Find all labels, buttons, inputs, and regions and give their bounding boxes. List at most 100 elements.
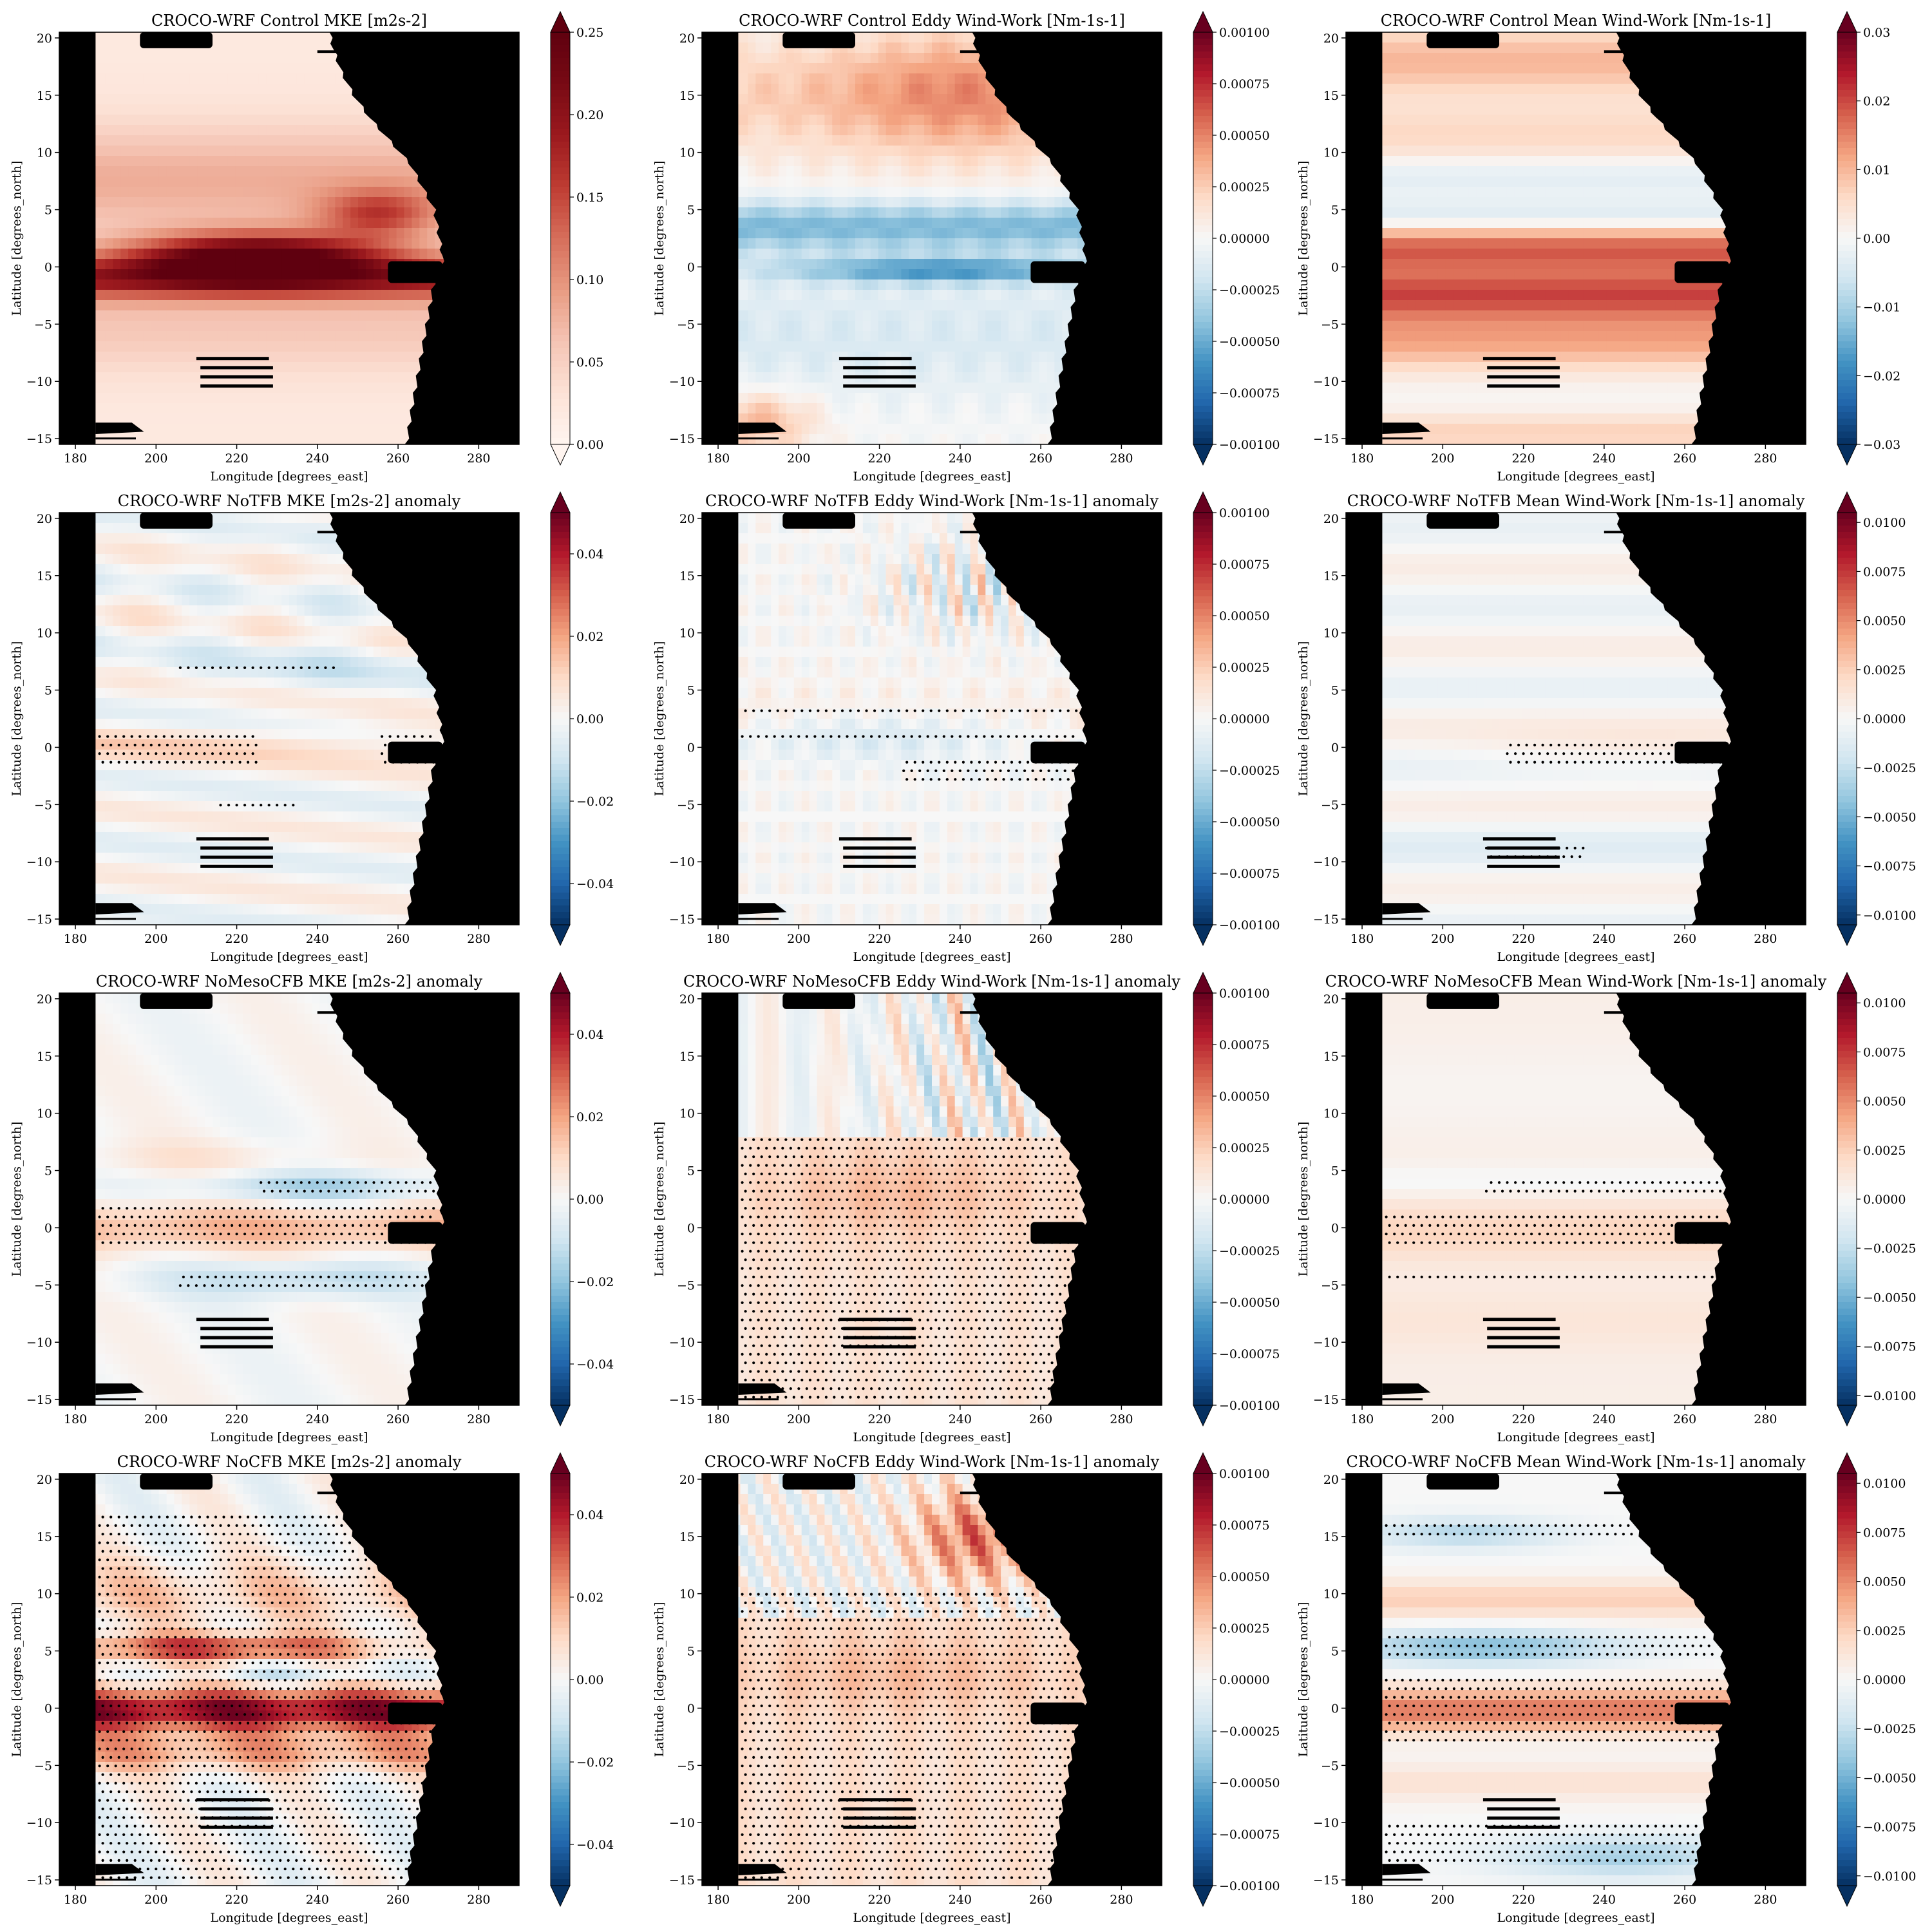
- land-mask: [59, 1473, 519, 1886]
- stippling: [98, 666, 435, 807]
- colorbar-min-extend: [1837, 1885, 1857, 1908]
- colorbar-tick-label: 0.05: [576, 355, 603, 370]
- colorbar-tick-label: 0.00050: [1219, 609, 1270, 623]
- marquesas-mask: [1487, 1816, 1560, 1820]
- x-axis-label: Longitude [degrees_east]: [210, 1430, 368, 1444]
- colorbar-tick-label: 0.00075: [1219, 1038, 1270, 1052]
- y-tick-label: 10: [1323, 146, 1339, 160]
- y-tick-label: 15: [1323, 569, 1339, 583]
- stippling: [741, 1138, 1078, 1399]
- y-tick-label: −15: [1313, 913, 1339, 927]
- x-tick-label: 260: [386, 932, 410, 946]
- marquesas-mask: [200, 864, 273, 868]
- y-tick-label: −15: [26, 1873, 52, 1888]
- colorbar: 0.0100 0.0075 0.0050 0.0025 0.0000 −0.0025 −0.…: [1837, 971, 1916, 1427]
- y-tick-label: −5: [677, 317, 695, 332]
- y-tick-label: −10: [669, 1336, 695, 1350]
- y-axis-label: Latitude [degrees_north]: [10, 1602, 24, 1757]
- x-tick-label: 180: [1350, 1893, 1374, 1907]
- y-axis-label: Latitude [degrees_north]: [1296, 1602, 1311, 1757]
- panel-5: 180 200 220 240 260 280 20 15 10 5 0 −5 −10 −15 CROCO-…: [652, 491, 1280, 964]
- colorbar-tick-label: −0.00100: [1219, 1399, 1280, 1413]
- y-tick-label: −10: [669, 1816, 695, 1830]
- x-tick-label: 260: [386, 451, 410, 466]
- panel-8: 180 200 220 240 260 280 20 15 10 5 0 −5 −10 −15 CROCO-…: [652, 971, 1280, 1444]
- colorbar-tick-label: 0.0025: [1863, 1624, 1906, 1638]
- x-tick-label: 220: [867, 932, 891, 946]
- x-tick-label: 240: [1593, 932, 1616, 946]
- marquesas-mask: [1487, 1825, 1560, 1829]
- y-tick-label: −15: [1313, 1873, 1339, 1888]
- colorbar-max-extend: [1837, 1452, 1857, 1474]
- colorbar-max-extend: [1193, 491, 1213, 513]
- panel-title: CROCO-WRF NoCFB Mean Wind-Work [Nm-1s-1]…: [1346, 1453, 1806, 1471]
- y-tick-label: 5: [1331, 1164, 1339, 1179]
- land-mask: [59, 513, 519, 925]
- colorbar-tick-label: 0.0050: [1863, 1575, 1906, 1589]
- marquesas-mask: [843, 1807, 916, 1811]
- continent-mask: [972, 1473, 1162, 1886]
- galapagos-mask: [1030, 1702, 1085, 1725]
- x-tick-label: 220: [1511, 932, 1535, 946]
- colorbar-tick-label: 0.00100: [1219, 1467, 1270, 1481]
- colorbar-max-extend: [1193, 10, 1213, 33]
- y-axis-label: Latitude [degrees_north]: [652, 641, 667, 797]
- x-tick-label: 200: [144, 451, 167, 466]
- galapagos-mask: [1674, 1702, 1729, 1725]
- y-tick-label: 10: [37, 1587, 52, 1602]
- y-tick-label: −10: [26, 1336, 52, 1350]
- marquesas-mask: [838, 357, 912, 361]
- y-tick-label: 5: [687, 204, 695, 218]
- x-tick-label: 180: [64, 451, 87, 466]
- colorbar-tick-label: −0.0050: [1863, 810, 1916, 824]
- colorbar: 0.03 0.02 0.01 0.00 −0.01 −0.02 −0.03: [1837, 10, 1900, 466]
- y-tick-label: −15: [669, 913, 695, 927]
- revillagigedo-mask: [960, 1011, 989, 1014]
- x-tick-label: 200: [144, 1412, 167, 1426]
- x-tick-label: 200: [1431, 1893, 1454, 1907]
- colorbar-tick-label: −0.04: [576, 877, 614, 891]
- galapagos-mask: [1674, 1222, 1729, 1244]
- y-tick-label: 10: [37, 1107, 52, 1121]
- colorbar-tick-label: −0.04: [576, 1838, 614, 1852]
- colorbar-tick-label: −0.00025: [1219, 1244, 1280, 1258]
- y-tick-label: 0: [44, 741, 52, 755]
- samoa-mask: [1382, 422, 1431, 434]
- marquesas-mask: [843, 1825, 916, 1829]
- x-tick-label: 200: [144, 1893, 167, 1907]
- samoa-mask: [95, 1398, 136, 1401]
- x-tick-label: 280: [1110, 451, 1133, 466]
- colorbar-tick-label: 0.04: [576, 1028, 603, 1042]
- x-tick-label: 200: [144, 932, 167, 946]
- land-west-mask: [59, 32, 96, 444]
- y-tick-label: 15: [1323, 1050, 1339, 1064]
- marquesas-mask: [838, 837, 912, 841]
- axes-frame: [701, 1473, 1162, 1886]
- colorbar-max-extend: [1837, 491, 1857, 513]
- x-axis-label: Longitude [degrees_east]: [853, 1911, 1010, 1925]
- x-axis-label: Longitude [degrees_east]: [210, 1911, 368, 1925]
- hawaii-mask: [782, 32, 855, 48]
- x-tick-label: 200: [787, 1412, 810, 1426]
- y-tick-label: −15: [669, 432, 695, 446]
- y-tick-label: 5: [687, 1164, 695, 1179]
- land-west-mask: [59, 513, 96, 925]
- marquesas-mask: [200, 855, 273, 859]
- colorbar-tick-label: −0.00075: [1219, 1828, 1280, 1842]
- y-tick-label: −10: [1313, 855, 1339, 869]
- y-tick-label: −15: [1313, 432, 1339, 446]
- galapagos-mask: [388, 261, 442, 283]
- colorbar: 0.00100 0.00075 0.00050 0.00025 0.00000 −0.00…: [1193, 491, 1280, 947]
- colorbar-tick-label: 0.00025: [1219, 1141, 1270, 1155]
- y-axis-label: Latitude [degrees_north]: [652, 161, 667, 316]
- land-west-mask: [702, 1473, 739, 1886]
- x-tick-label: 220: [1511, 451, 1535, 466]
- y-tick-label: 5: [44, 1645, 52, 1659]
- y-tick-label: 0: [44, 1701, 52, 1716]
- x-tick-label: 220: [867, 1893, 891, 1907]
- marquesas-mask: [200, 366, 273, 370]
- y-tick-label: 10: [1323, 1107, 1339, 1121]
- x-tick-label: 280: [1110, 1893, 1133, 1907]
- x-tick-label: 200: [1431, 932, 1454, 946]
- x-tick-label: 260: [1029, 1412, 1052, 1426]
